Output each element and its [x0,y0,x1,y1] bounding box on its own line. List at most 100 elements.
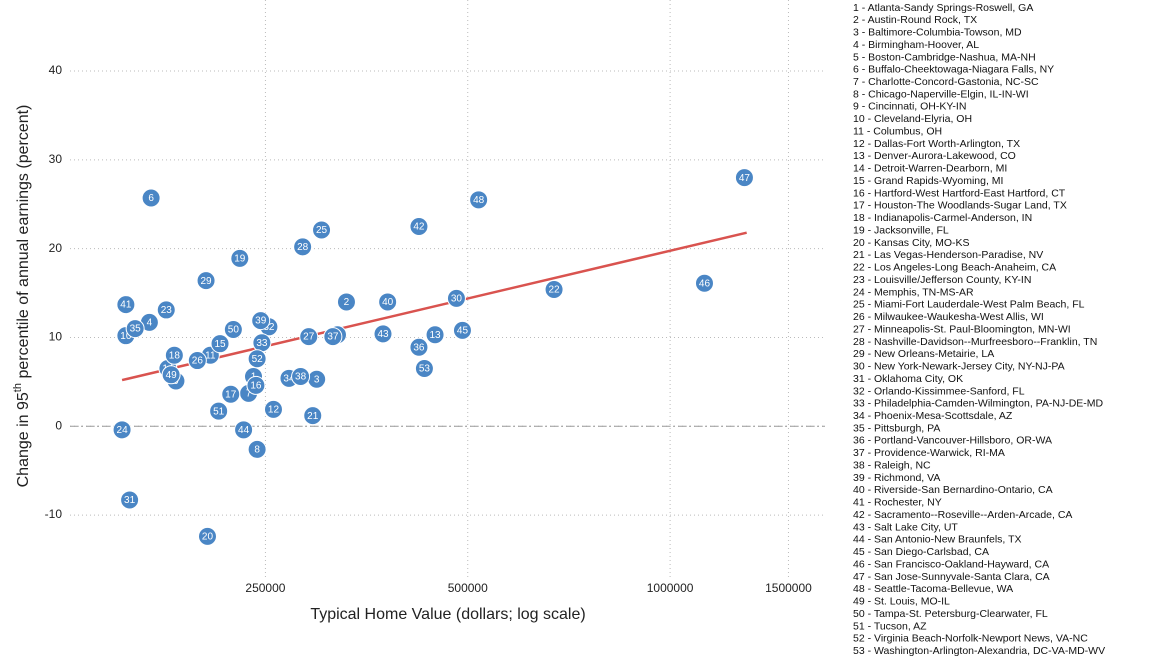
y-axis-title-part: Change in 95 [15,392,32,487]
legend-entry: 10 - Cleveland-Elyria, OH [853,113,972,125]
legend-entry: 41 - Rochester, NY [853,497,942,509]
legend-entry: 34 - Phoenix-Mesa-Scottsdale, AZ [853,410,1013,422]
point-label: 36 [413,342,425,353]
point [234,420,254,440]
point-label: 11 [205,350,216,361]
point [694,273,714,293]
legend-entry: 15 - Grand Rapids-Wyoming, MI [853,175,1003,187]
y-tick-label: -10 [45,507,63,521]
point [303,406,323,426]
legend-entry: 26 - Milwaukee-Waukesha-West Allis, WI [853,311,1044,323]
point-label: 50 [228,325,240,336]
point-label: 16 [250,381,262,392]
point [251,311,271,331]
point-label: 19 [234,254,246,265]
point-label: 53 [419,364,431,375]
point-label: 48 [473,195,485,206]
legend-entry: 35 - Pittsburgh, PA [853,422,940,434]
point-label: 2 [344,297,350,308]
point-label: 4 [147,318,153,329]
x-tick-label: 1500000 [765,581,812,595]
legend-entry: 8 - Chicago-Naperville-Elgin, IL-IN-WI [853,88,1029,100]
legend-entry: 7 - Charlotte-Concord-Gastonia, NC-SC [853,76,1039,88]
point-label: 40 [382,297,394,308]
point [156,300,176,320]
legend-entry: 23 - Louisville/Jefferson County, KY-IN [853,274,1031,286]
point [209,401,229,421]
legend-entry: 12 - Dallas-Fort Worth-Arlington, TX [853,138,1020,150]
legend-entry: 24 - Memphis, TN-MS-AR [853,286,974,298]
point-label: 38 [295,372,307,383]
point [223,319,243,339]
point [544,280,564,300]
legend-entry: 53 - Washington-Arlington-Alexandria, DC… [853,645,1105,657]
legend-entry: 45 - San Diego-Carlsbad, CA [853,546,989,558]
point-label: 8 [254,444,260,455]
point [323,327,343,347]
legend-entry: 44 - San Antonio-New Braunfels, TX [853,534,1021,546]
legend-entry: 33 - Philadelphia-Camden-Wilmington, PA-… [853,398,1104,410]
legend-entry: 13 - Denver-Aurora-Lakewood, CO [853,150,1016,162]
y-axis-title-sup: th [12,383,24,392]
legend-entry: 50 - Tampa-St. Petersburg-Clearwater, FL [853,608,1048,620]
legend-entry: 1 - Atlanta-Sandy Springs-Roswell, GA [853,2,1033,14]
point-label: 33 [256,338,268,349]
point-label: 23 [161,305,173,316]
point [247,439,267,459]
point [116,295,136,315]
point [409,337,429,357]
legend-entry: 4 - Birmingham-Hoover, AL [853,39,979,51]
point-label: 35 [130,324,142,335]
point-label: 20 [202,532,214,543]
point-label: 52 [252,354,264,365]
y-tick-label: 30 [49,152,63,166]
legend-entry: 17 - Houston-The Woodlands-Sugar Land, T… [853,200,1067,212]
point [221,384,241,404]
point-label: 10 [120,331,132,342]
point [164,345,184,365]
legend-entry: 42 - Sacramento--Roseville--Arden-Arcade… [853,509,1072,521]
point-label: 25 [316,225,328,236]
point-label: 51 [213,406,225,417]
point [197,526,217,546]
point-label: 7 [246,389,252,400]
x-tick-label: 250000 [245,581,285,595]
point [452,320,472,340]
point-label: 27 [303,332,315,343]
point-label: 44 [238,425,250,436]
point [112,420,132,440]
point-label: 42 [413,222,425,233]
y-axis-title-part: percentile of annual earnings (percent) [15,105,32,383]
legend-entry: 36 - Portland-Vancouver-Hillsboro, OR-WA [853,435,1052,447]
legend-entry: 40 - Riverside-San Bernardino-Ontario, C… [853,484,1053,496]
point [247,349,267,369]
point-label: 24 [117,425,129,436]
legend-entry: 32 - Orlando-Kissimmee-Sanford, FL [853,385,1025,397]
legend-entry: 51 - Tucson, AZ [853,620,927,632]
legend-entry: 28 - Nashville-Davidson--Murfreesboro--F… [853,336,1097,348]
legend-entry: 16 - Hartford-West Hartford-East Hartfor… [853,187,1066,199]
point-label: 22 [549,285,561,296]
point-label: 47 [739,173,751,184]
legend-entry: 3 - Baltimore-Columbia-Towson, MD [853,27,1022,39]
point-label: 21 [307,411,319,422]
point-label: 45 [457,325,469,336]
point [187,351,207,371]
point [230,248,250,268]
point-label: 30 [451,294,463,305]
point [312,220,332,240]
legend-entry: 46 - San Francisco-Oakland-Hayward, CA [853,558,1049,570]
point-label: 28 [297,242,309,253]
legend-entry: 14 - Detroit-Warren-Dearborn, MI [853,163,1007,175]
y-tick-label: 10 [49,330,63,344]
point [409,216,429,236]
y-axis-title: Change in 95th percentile of annual earn… [12,105,32,488]
point-label: 34 [283,373,295,384]
legend-entry: 49 - St. Louis, MO-IL [853,596,950,608]
legend-entry: 2 - Austin-Round Rock, TX [853,14,977,26]
legend-entry: 48 - Seattle-Tacoma-Bellevue, WA [853,583,1013,595]
point-label: 43 [377,329,389,340]
point-label: 32 [263,322,275,333]
legend-entry: 21 - Las Vegas-Henderson-Paradise, NV [853,249,1043,261]
